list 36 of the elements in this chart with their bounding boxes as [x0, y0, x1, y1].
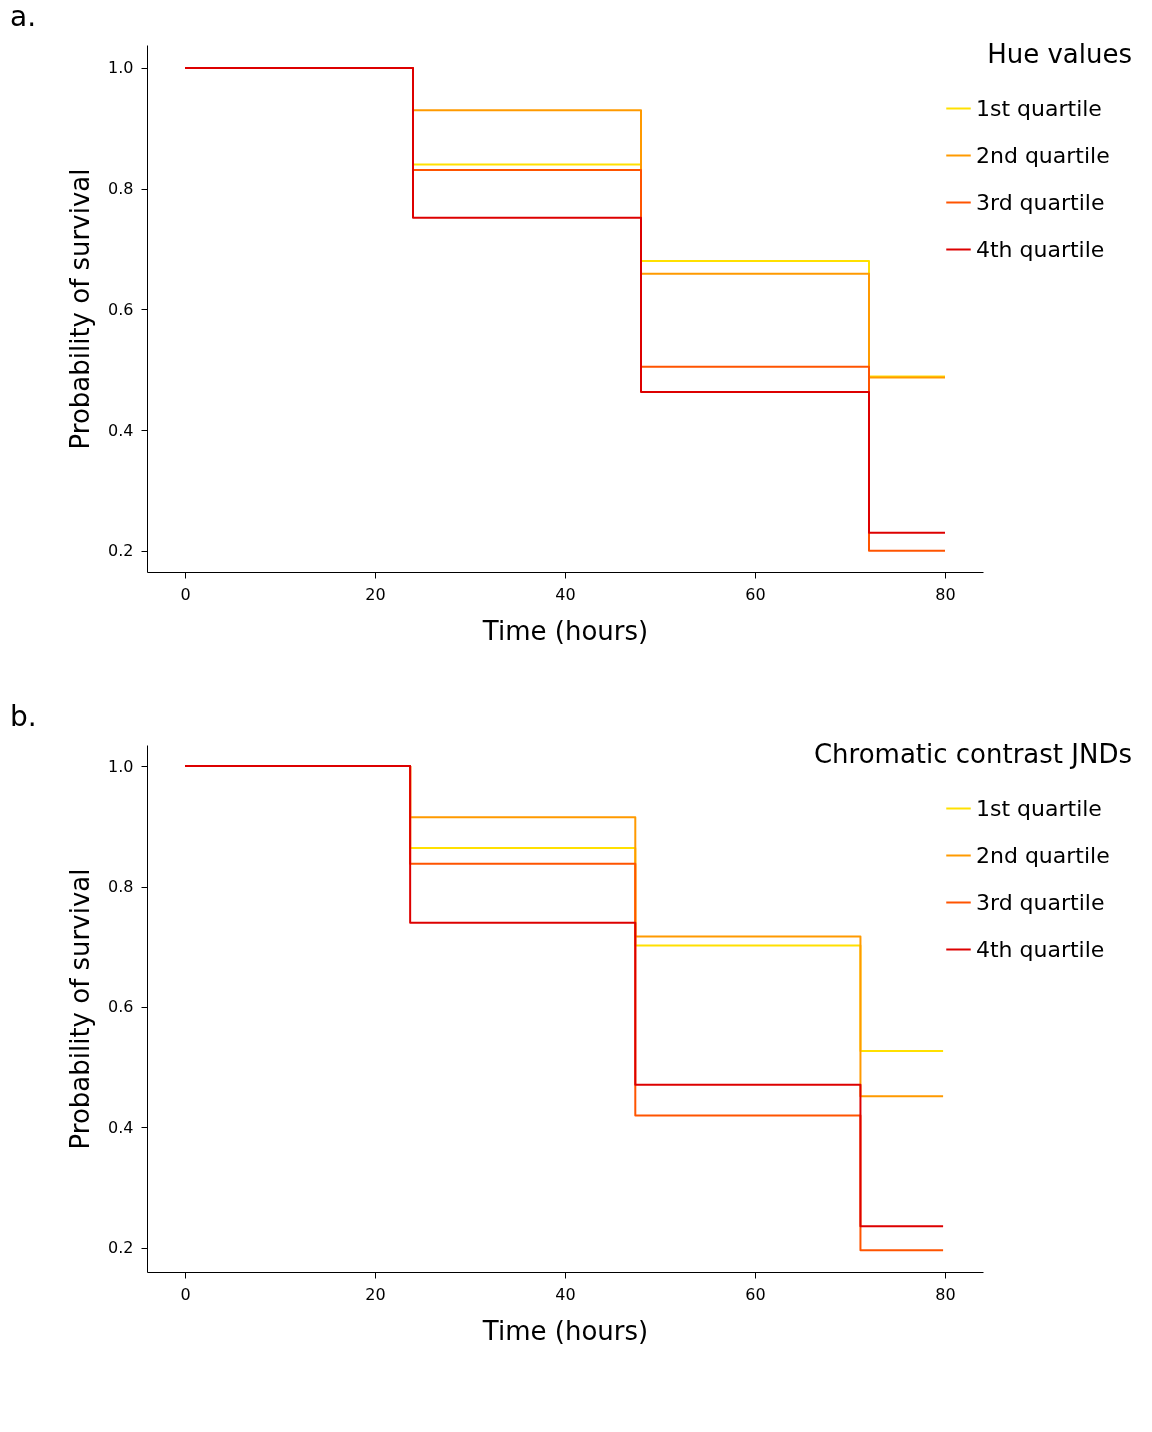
x-tick-label: 60 [745, 1284, 766, 1304]
y-tick-label: 0.4 [108, 1117, 134, 1137]
legend-label: 3rd quartile [976, 889, 1105, 915]
y-tick-label: 0.8 [108, 179, 134, 199]
x-tick-label: 40 [555, 1284, 576, 1304]
y-tick-label: 0.6 [108, 299, 134, 319]
x-axis-title: Time (hours) [481, 615, 649, 646]
legend-label: 4th quartile [976, 236, 1105, 262]
chart-title: a. [10, 0, 37, 33]
y-tick-label: 0.4 [108, 420, 134, 440]
y-axis-title: Probability of survival [65, 868, 96, 1150]
chart-title: b. [10, 700, 37, 733]
x-tick-label: 80 [935, 584, 956, 604]
y-axis-title: Probability of survival [65, 168, 96, 450]
x-tick-label: 80 [935, 1284, 956, 1304]
y-tick-label: 0.2 [108, 1238, 134, 1258]
legend-label: 1st quartile [976, 95, 1102, 121]
x-axis-title: Time (hours) [481, 1315, 649, 1346]
y-tick-label: 0.2 [108, 541, 134, 561]
x-tick-label: 0 [180, 584, 191, 604]
x-tick-label: 40 [555, 584, 576, 604]
y-tick-label: 0.8 [108, 877, 134, 897]
y-tick-label: 1.0 [108, 756, 134, 776]
x-tick-label: 0 [180, 1284, 191, 1304]
legend-label: 1st quartile [976, 795, 1102, 821]
y-tick-label: 1.0 [108, 58, 134, 78]
x-tick-label: 20 [365, 1284, 386, 1304]
y-tick-label: 0.6 [108, 997, 134, 1017]
x-tick-label: 20 [365, 584, 386, 604]
legend-title: Hue values [987, 39, 1132, 69]
legend-label: 3rd quartile [976, 189, 1105, 215]
legend-label: 2nd quartile [976, 842, 1110, 868]
legend-title: Chromatic contrast JNDs [813, 739, 1132, 769]
legend-label: 2nd quartile [976, 142, 1110, 168]
x-tick-label: 60 [745, 584, 766, 604]
legend-label: 4th quartile [976, 936, 1105, 962]
